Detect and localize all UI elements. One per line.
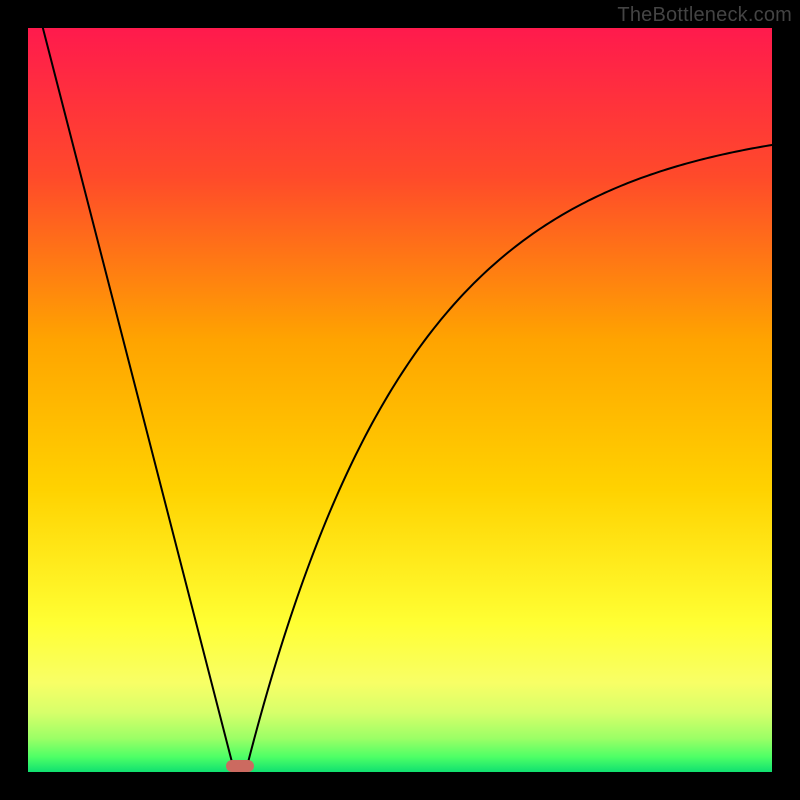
chart-frame: TheBottleneck.com: [0, 0, 800, 800]
plot-area: [28, 28, 772, 772]
optimum-marker: [226, 760, 254, 772]
bottleneck-curve: [43, 28, 772, 765]
watermark-text: TheBottleneck.com: [617, 4, 792, 27]
curve-layer: [28, 28, 772, 772]
